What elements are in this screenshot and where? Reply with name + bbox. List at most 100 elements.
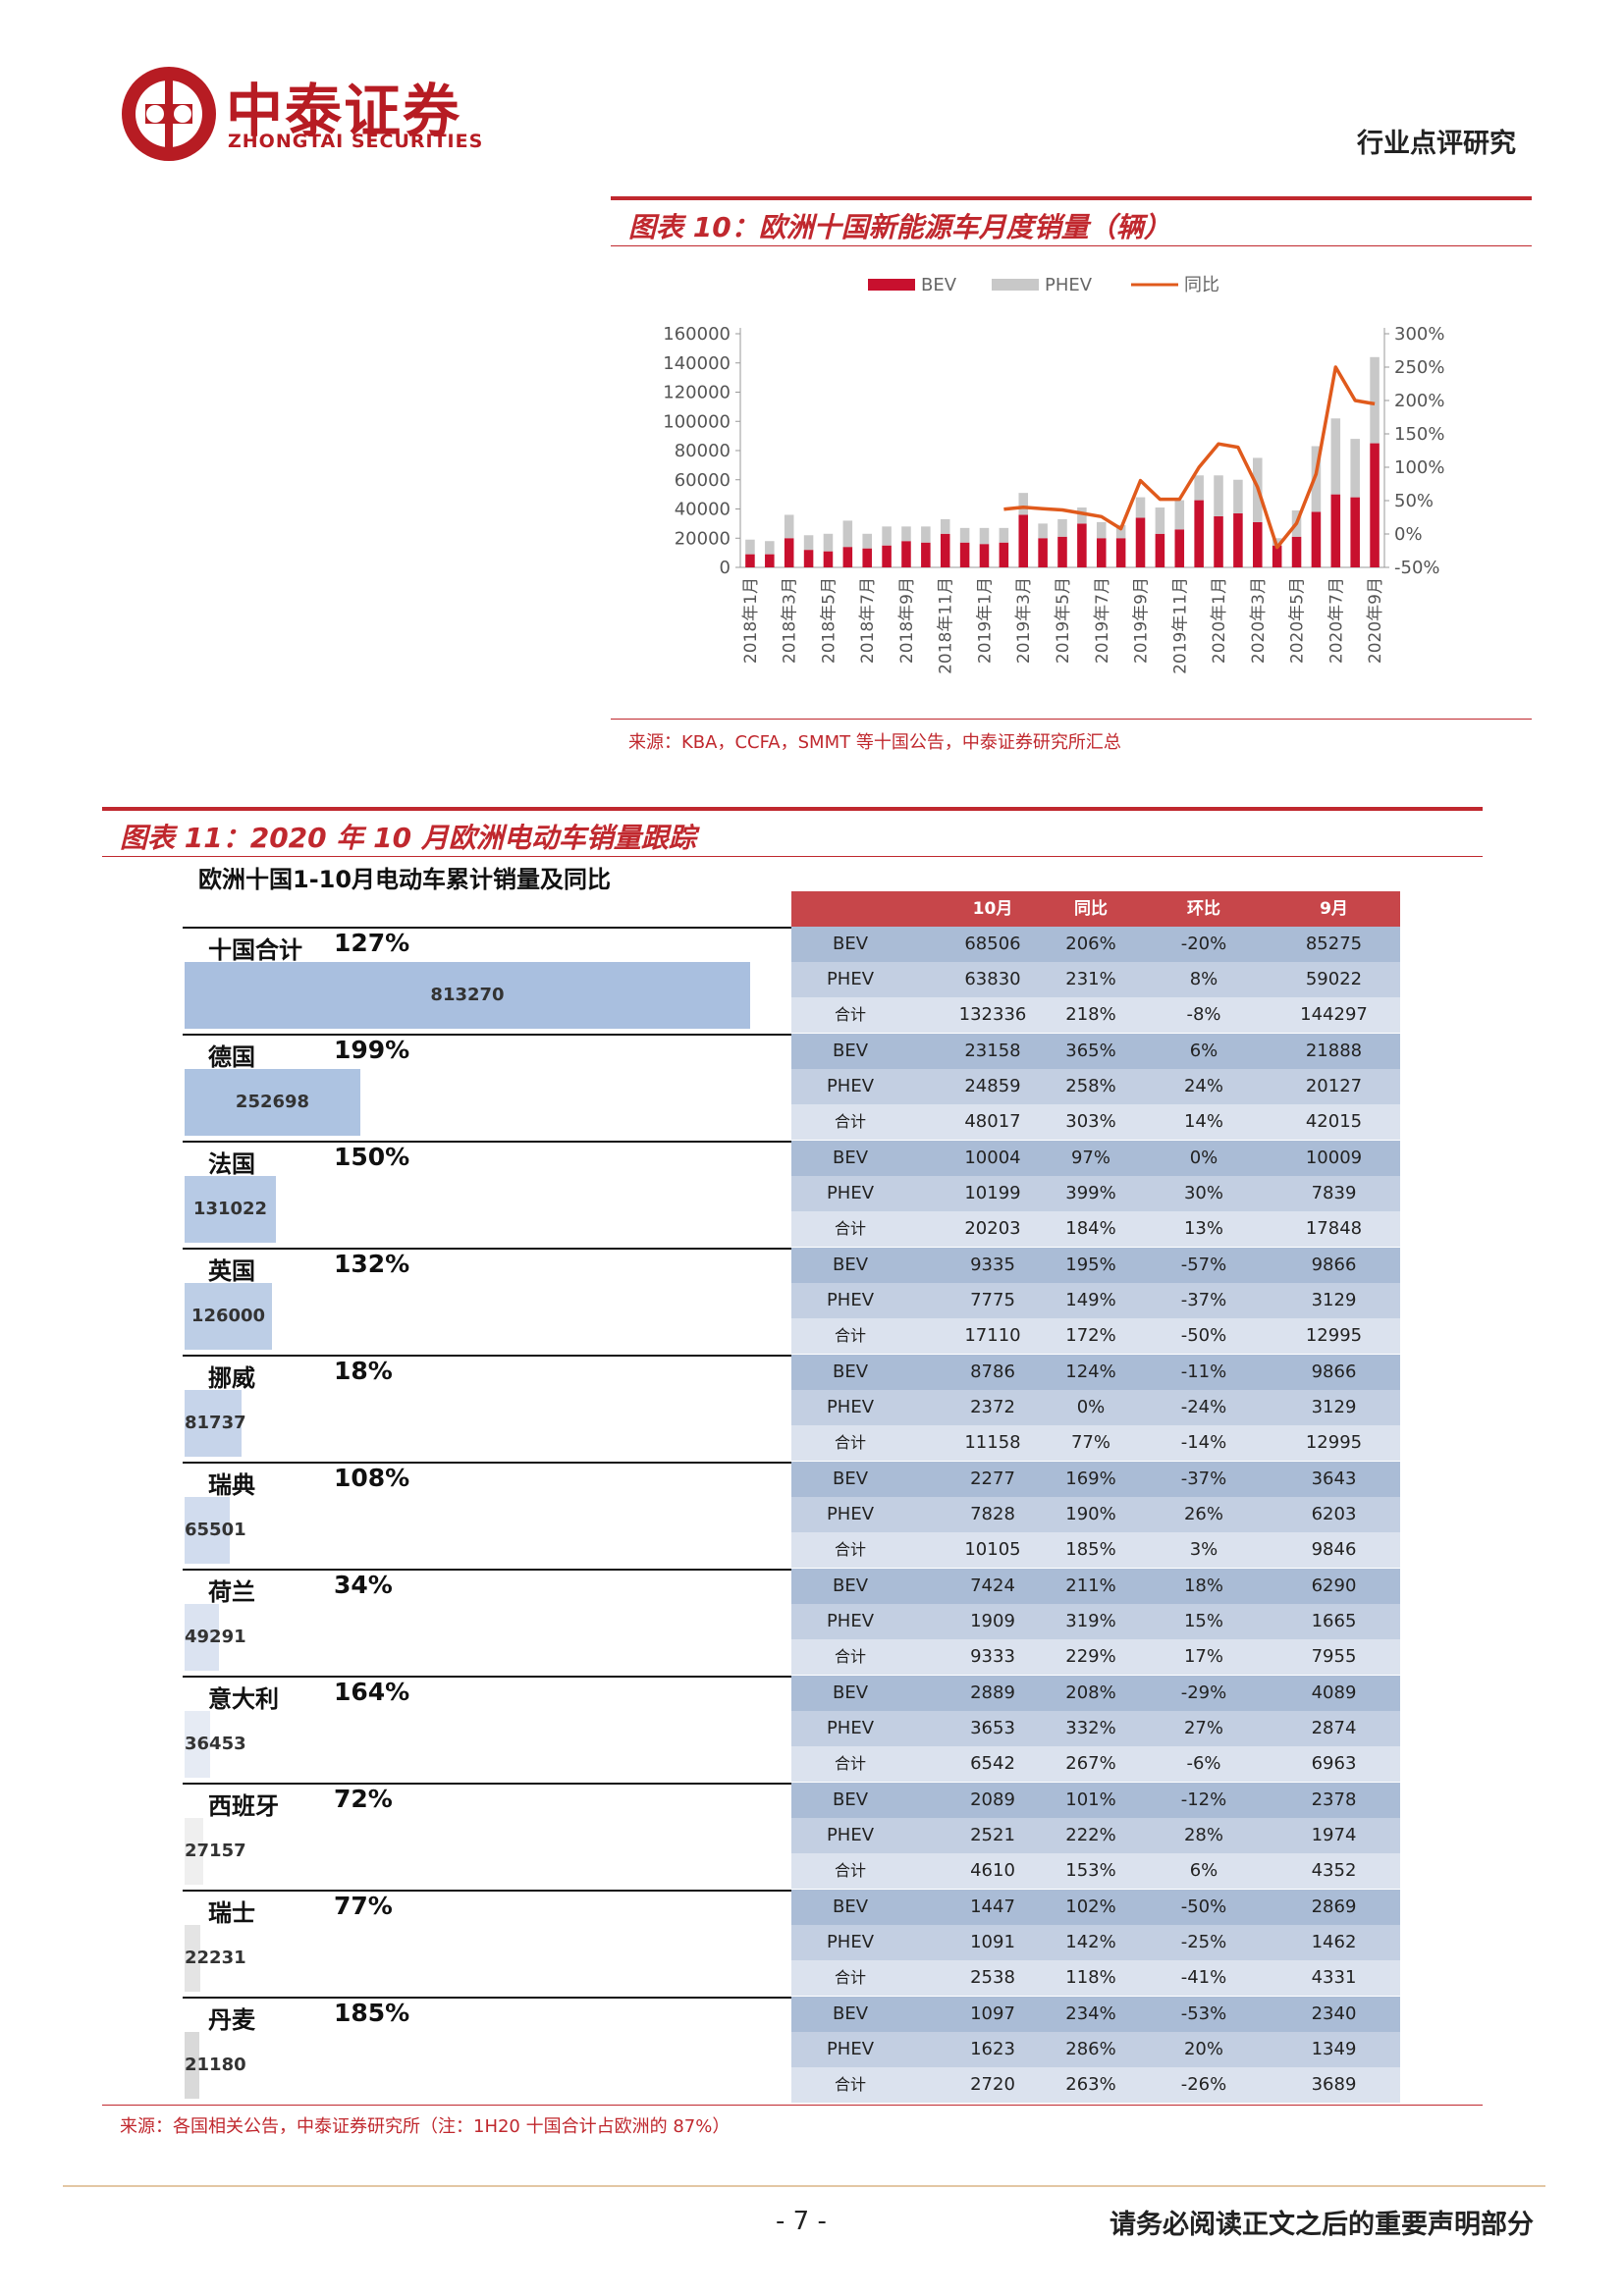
country-name: 瑞士 — [208, 1899, 255, 1927]
country-group: 意大利 164% 36453 BEV 2889 208% -29% 4089 PHEV 3653 3… — [183, 1676, 1400, 1782]
yoy-line — [1003, 365, 1376, 550]
y-left-tick-label: 60000 — [675, 470, 731, 491]
table-cell: 12995 — [1305, 1325, 1363, 1346]
country-detail-rows: BEV 2277 169% -37% 3643 PHEV 7828 190% 26% 6203 合计… — [791, 1462, 1400, 1568]
table-cell: -50% — [1180, 1896, 1227, 1917]
country-name: 十国合计 — [208, 936, 302, 964]
row-label: PHEV — [826, 1290, 875, 1310]
table-cell: 1091 — [970, 1932, 1015, 1952]
table-cell: 101% — [1065, 1789, 1116, 1810]
country-yoy: 185% — [334, 1999, 410, 2027]
figure11-bottom-rule — [102, 2105, 1483, 2106]
phev-bar — [1214, 475, 1223, 516]
bev-bar — [1233, 512, 1243, 567]
figure11-title-underline — [102, 856, 1483, 857]
bev-bar — [1115, 538, 1126, 567]
table-row: PHEV 7775 149% -37% 3129 — [791, 1283, 1400, 1318]
table-cell: 7775 — [970, 1290, 1015, 1310]
bev-bar — [1350, 497, 1360, 567]
table-cell: 2869 — [1311, 1896, 1357, 1917]
table-cell: 2538 — [970, 1967, 1015, 1988]
table-cell: 263% — [1065, 2074, 1116, 2095]
table-cell: 24859 — [964, 1076, 1021, 1096]
table-cell: 59022 — [1305, 969, 1363, 989]
table-cell: 1623 — [970, 2039, 1015, 2059]
table-cell: 132336 — [958, 1004, 1027, 1025]
row-label: 合计 — [834, 1219, 866, 1238]
phev-bar — [1311, 446, 1322, 512]
table-cell: -41% — [1180, 1967, 1227, 1988]
table-cell: 6963 — [1311, 1753, 1357, 1774]
country-group: 挪威 18% 81737 BEV 8786 124% -11% 9866 PHEV 2372 0% -… — [183, 1355, 1400, 1461]
y-right-tick-label: 250% — [1394, 357, 1444, 378]
group-separator — [183, 1355, 791, 1357]
country-yoy: 164% — [334, 1678, 410, 1706]
country-yoy: 150% — [334, 1143, 410, 1171]
table-row: BEV 1447 102% -50% 2869 — [791, 1890, 1400, 1925]
table-cell: -6% — [1186, 1753, 1221, 1774]
x-tick-label: 2018年9月 — [897, 577, 917, 664]
table-cell: -20% — [1180, 934, 1227, 954]
table-cell: -50% — [1180, 1325, 1227, 1346]
table-cell: 211% — [1065, 1575, 1116, 1596]
table-cell: 102% — [1065, 1896, 1116, 1917]
cumulative-sales-bar: 21180 — [185, 2032, 246, 2099]
y-left-tick-label: 80000 — [675, 441, 731, 461]
row-label: BEV — [832, 1896, 869, 1917]
table-cell: 9866 — [1311, 1362, 1357, 1382]
bev-bar — [1330, 494, 1341, 567]
bev-bar — [745, 554, 755, 567]
cumulative-sales-bar: 131022 — [185, 1176, 276, 1243]
table-cell: 3643 — [1311, 1468, 1357, 1489]
country-name: 意大利 — [208, 1685, 279, 1713]
table-row: BEV 7424 211% 18% 6290 — [791, 1569, 1400, 1604]
cumulative-sales-bar: 813270 — [185, 962, 750, 1029]
cumulative-sales-value: 252698 — [235, 1092, 310, 1112]
table-cell: -14% — [1180, 1432, 1227, 1453]
cumulative-sales-value: 36453 — [185, 1734, 246, 1754]
phev-bar — [999, 527, 1009, 543]
table-cell: -29% — [1180, 1682, 1227, 1703]
x-tick-label: 2018年11月 — [937, 577, 956, 674]
table-cell: 2720 — [970, 2074, 1015, 2095]
table-row: PHEV 2372 0% -24% 3129 — [791, 1390, 1400, 1425]
bev-bar — [1077, 523, 1087, 567]
cumulative-sales-value: 81737 — [185, 1413, 246, 1433]
table-cell: 8% — [1189, 969, 1218, 989]
table-cell: -53% — [1180, 2003, 1227, 2024]
figure10-title-underline — [611, 245, 1532, 246]
y-right-tick-label: 200% — [1394, 391, 1444, 411]
bev-bar — [1174, 529, 1185, 567]
country-yoy: 199% — [334, 1036, 410, 1064]
table-cell: 118% — [1065, 1967, 1116, 1988]
table-row: BEV 1097 234% -53% 2340 — [791, 1997, 1400, 2032]
table-cell: 63830 — [964, 969, 1021, 989]
table-cell: 10105 — [964, 1539, 1021, 1560]
table-cell: 9866 — [1311, 1255, 1357, 1275]
table-cell: 7424 — [970, 1575, 1015, 1596]
country-name: 荷兰 — [208, 1578, 255, 1606]
cumulative-sales-value: 21180 — [185, 2055, 246, 2075]
table-cell: 4352 — [1311, 1860, 1357, 1881]
y-left-tick-label: 140000 — [663, 353, 731, 374]
table-cell: -37% — [1180, 1468, 1227, 1489]
cumulative-sales-value: 131022 — [192, 1199, 268, 1219]
table-cell: 172% — [1065, 1325, 1116, 1346]
table-cell: 6290 — [1311, 1575, 1357, 1596]
table-cell: -24% — [1180, 1397, 1227, 1417]
table-cell: 2277 — [970, 1468, 1015, 1489]
country-detail-rows: BEV 7424 211% 18% 6290 PHEV 1909 319% 15% 1665 合计 9… — [791, 1569, 1400, 1675]
country-group: 荷兰 34% 49291 BEV 7424 211% 18% 6290 PHEV 1909 319%… — [183, 1569, 1400, 1675]
table-cell: 267% — [1065, 1753, 1116, 1774]
group-separator — [183, 1141, 791, 1143]
table-row: 合计 9333 229% 17% 7955 — [791, 1639, 1400, 1675]
phev-bar — [1330, 418, 1341, 495]
page-number: - 7 - — [776, 2207, 827, 2236]
row-label: PHEV — [826, 1718, 875, 1738]
phev-bar — [784, 514, 794, 539]
table-row: PHEV 1909 319% 15% 1665 — [791, 1604, 1400, 1639]
bev-bar — [1272, 545, 1282, 567]
y-left-tick-label: 40000 — [675, 500, 731, 520]
table-cell: 20127 — [1305, 1076, 1363, 1096]
country-detail-rows: BEV 8786 124% -11% 9866 PHEV 2372 0% -24% 3129 合计 1… — [791, 1355, 1400, 1461]
